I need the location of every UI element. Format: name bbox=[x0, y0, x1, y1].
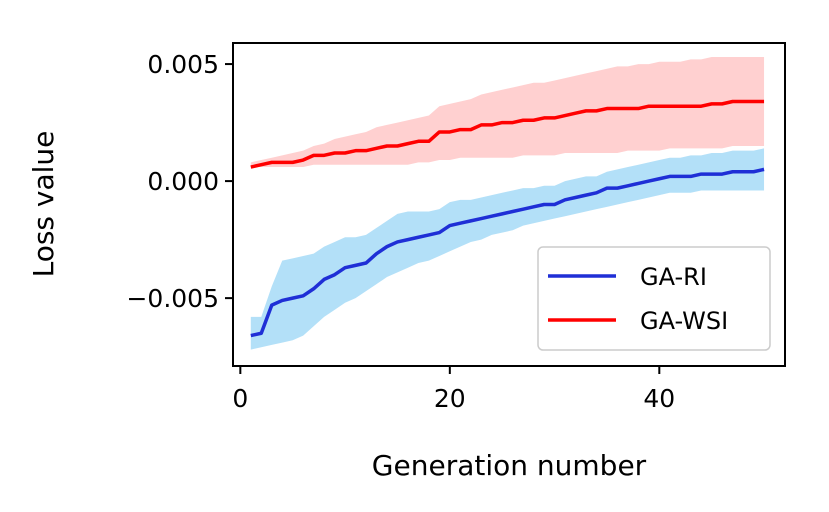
plot-area-frame bbox=[232, 42, 786, 367]
band-ga-wsi bbox=[250, 57, 765, 168]
confidence-bands bbox=[250, 57, 765, 350]
y-tick-label: 0.005 bbox=[147, 50, 219, 79]
legend-label-ga-wsi: GA-WSI bbox=[640, 307, 728, 335]
legend: GA-RI GA-WSI bbox=[537, 246, 771, 351]
series-line-ga-ri bbox=[250, 167, 765, 338]
band-ga-ri bbox=[250, 148, 765, 350]
series-line-ga-wsi bbox=[250, 99, 765, 169]
x-tick-label: 20 bbox=[434, 384, 466, 413]
x-axis-ticks: 0 20 40 bbox=[232, 366, 675, 413]
x-tick-label: 40 bbox=[643, 384, 675, 413]
y-axis-ticks: −0.005 0.000 0.005 bbox=[126, 50, 233, 313]
y-axis-label: Loss value bbox=[27, 131, 60, 278]
legend-box bbox=[537, 246, 771, 351]
series-lines bbox=[250, 99, 765, 338]
y-tick-label: 0.000 bbox=[147, 167, 219, 196]
x-axis-label: Generation number bbox=[372, 449, 647, 482]
legend-label-ga-ri: GA-RI bbox=[640, 263, 707, 291]
x-tick-label: 0 bbox=[232, 384, 248, 413]
y-tick-label: −0.005 bbox=[126, 284, 219, 313]
